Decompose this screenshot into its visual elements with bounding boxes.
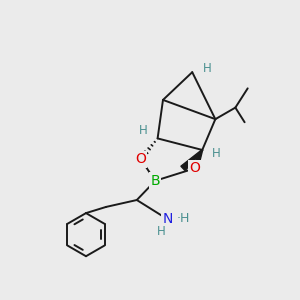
Polygon shape (191, 150, 203, 170)
Text: H: H (212, 147, 220, 160)
Text: B: B (151, 174, 160, 188)
Text: ·H: ·H (177, 212, 190, 225)
Text: O: O (189, 161, 200, 176)
Text: H: H (140, 124, 148, 137)
Text: H: H (157, 225, 166, 238)
Text: H: H (203, 62, 212, 75)
Polygon shape (181, 150, 203, 171)
Text: O: O (135, 152, 146, 166)
Text: N: N (162, 212, 173, 226)
